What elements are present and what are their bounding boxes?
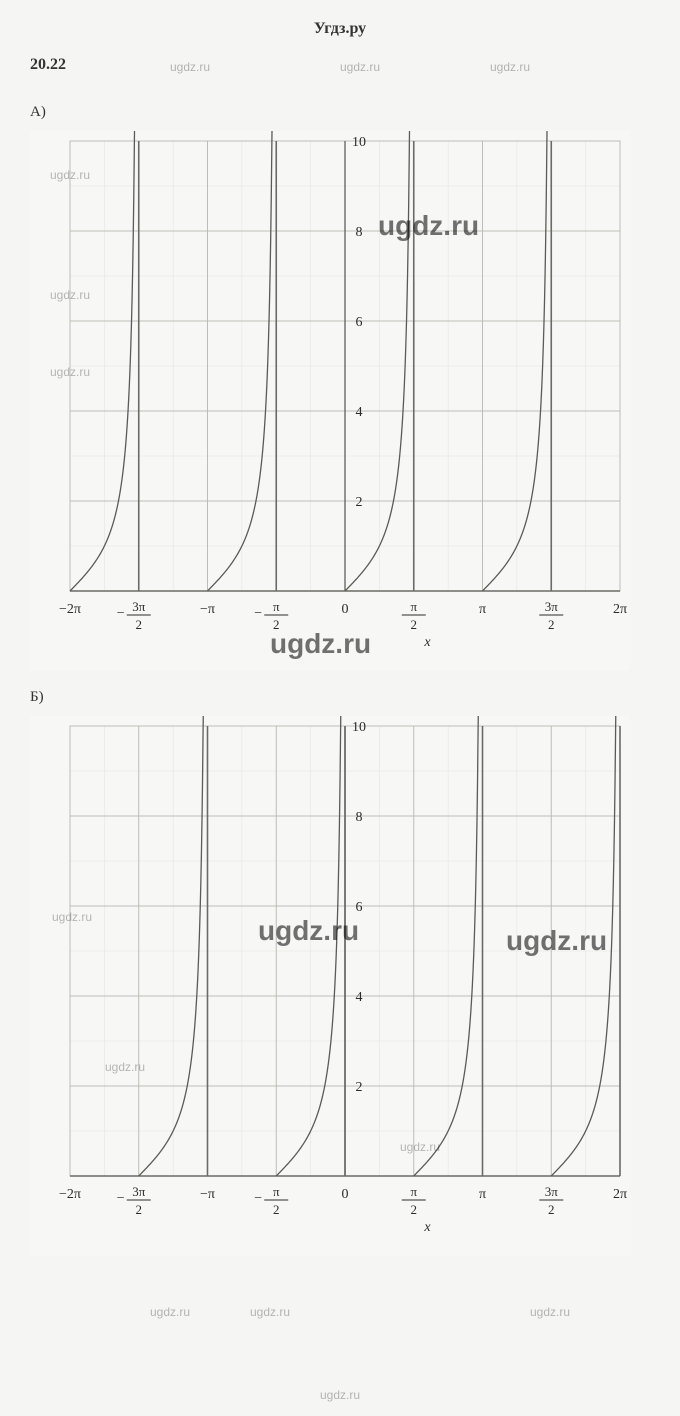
- svg-text:π: π: [410, 1184, 417, 1199]
- svg-text:2: 2: [273, 617, 280, 632]
- svg-text:π: π: [273, 1184, 280, 1199]
- svg-text:8: 8: [356, 225, 363, 240]
- svg-text:2π: 2π: [613, 1187, 627, 1202]
- svg-text:6: 6: [356, 315, 363, 330]
- svg-text:0: 0: [342, 602, 349, 617]
- svg-text:2π: 2π: [613, 602, 627, 617]
- watermark-small: ugdz.ru: [320, 1388, 360, 1402]
- svg-text:6: 6: [356, 900, 363, 915]
- svg-text:π: π: [273, 599, 280, 614]
- svg-text:2: 2: [135, 617, 142, 632]
- svg-text:4: 4: [356, 990, 363, 1005]
- svg-text:4: 4: [356, 405, 363, 420]
- svg-text:−2π: −2π: [59, 1187, 81, 1202]
- svg-text:3π: 3π: [132, 599, 146, 614]
- svg-text:π: π: [479, 1187, 486, 1202]
- chart-a-container: 246810−2π−3π2−π−π20π2π3π22πx: [30, 131, 650, 671]
- svg-text:−2π: −2π: [59, 602, 81, 617]
- svg-text:2: 2: [273, 1202, 280, 1217]
- svg-text:0: 0: [342, 1187, 349, 1202]
- svg-text:2: 2: [135, 1202, 142, 1217]
- svg-text:x: x: [423, 635, 431, 650]
- svg-text:−: −: [254, 606, 262, 621]
- watermark-small: ugdz.ru: [530, 1305, 570, 1319]
- watermark-small: ugdz.ru: [150, 1305, 190, 1319]
- svg-text:2: 2: [411, 1202, 418, 1217]
- chart-b-container: 246810−2π−3π2−π−π20π2π3π22πx: [30, 716, 650, 1256]
- svg-text:3π: 3π: [132, 1184, 146, 1199]
- chart-b: 246810−2π−3π2−π−π20π2π3π22πx: [30, 716, 630, 1256]
- svg-text:8: 8: [356, 810, 363, 825]
- svg-text:3π: 3π: [545, 1184, 559, 1199]
- svg-text:−: −: [117, 1191, 125, 1206]
- svg-text:−: −: [117, 606, 125, 621]
- svg-text:2: 2: [548, 617, 555, 632]
- svg-text:2: 2: [356, 1080, 363, 1095]
- svg-text:10: 10: [352, 720, 366, 735]
- svg-text:2: 2: [356, 495, 363, 510]
- svg-text:x: x: [423, 1220, 431, 1235]
- svg-text:−π: −π: [200, 1187, 215, 1202]
- panel-b-label: Б): [30, 689, 650, 706]
- svg-text:π: π: [479, 602, 486, 617]
- svg-text:2: 2: [548, 1202, 555, 1217]
- problem-number: 20.22: [30, 56, 650, 74]
- watermark-small: ugdz.ru: [250, 1305, 290, 1319]
- page-header: Угдз.ру: [30, 20, 650, 38]
- svg-text:3π: 3π: [545, 599, 559, 614]
- chart-a: 246810−2π−3π2−π−π20π2π3π22πx: [30, 131, 630, 671]
- svg-text:2: 2: [411, 617, 418, 632]
- panel-a-label: А): [30, 104, 650, 121]
- svg-text:−: −: [254, 1191, 262, 1206]
- svg-text:10: 10: [352, 135, 366, 150]
- svg-text:π: π: [410, 599, 417, 614]
- svg-text:−π: −π: [200, 602, 215, 617]
